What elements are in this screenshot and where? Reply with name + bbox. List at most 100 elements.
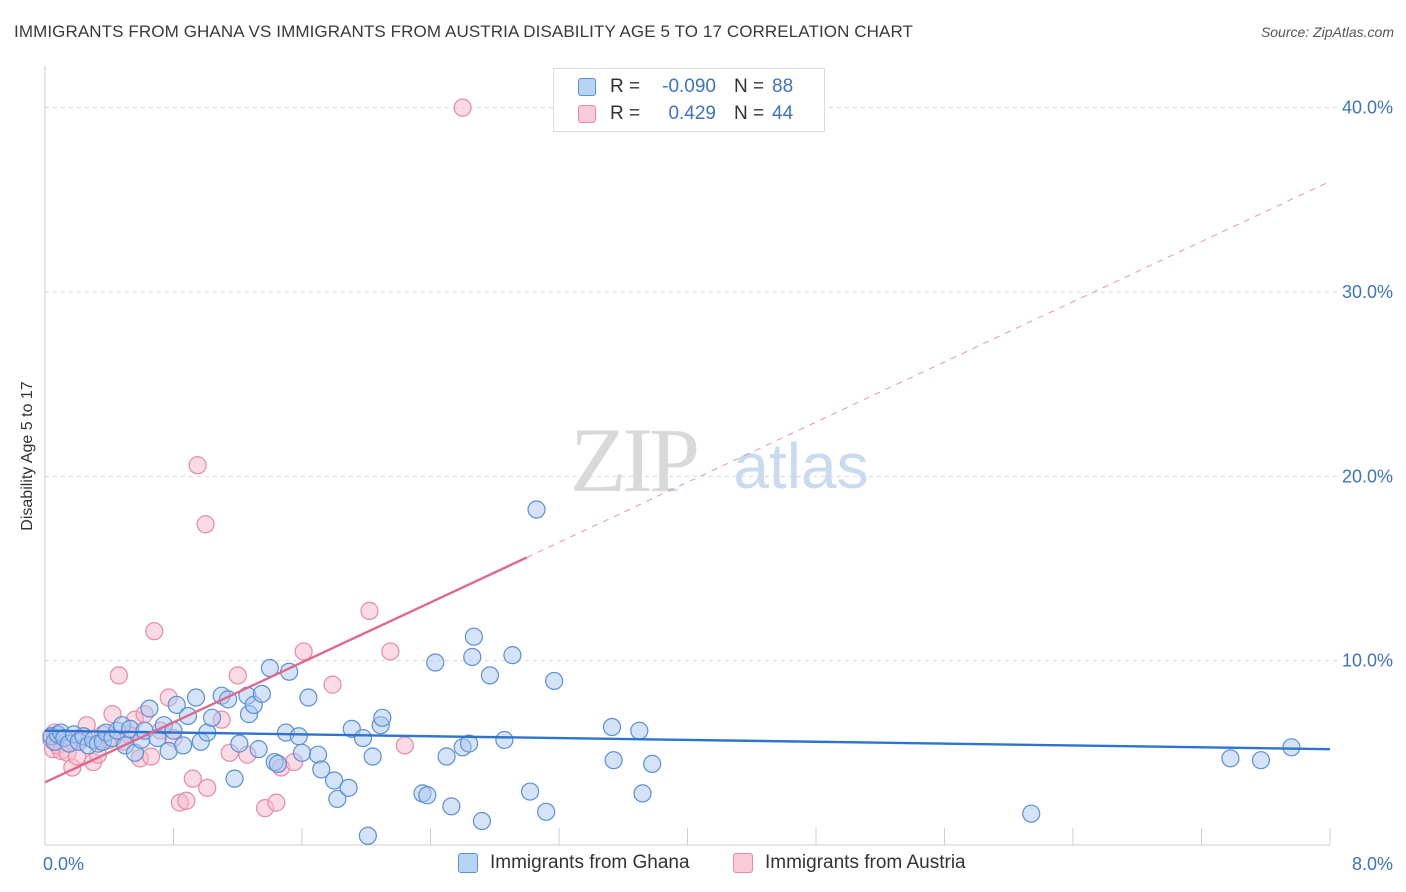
austria-trend-line bbox=[44, 556, 528, 784]
ghana-point bbox=[1282, 738, 1301, 757]
ghana-point bbox=[437, 747, 456, 766]
grid-layer bbox=[45, 107, 1338, 662]
austria-point bbox=[109, 666, 128, 685]
austria-point bbox=[177, 791, 196, 810]
ghana-point bbox=[545, 671, 564, 691]
ghana-point bbox=[328, 789, 347, 809]
austria-point bbox=[453, 98, 472, 117]
legend-item-austria: Immigrants from Austria bbox=[733, 852, 966, 874]
stats-legend: R = -0.090 N = 88 R = 0.429 N = 44 bbox=[553, 68, 825, 132]
ghana-point bbox=[459, 734, 479, 753]
ghana-point bbox=[520, 782, 540, 801]
legend-swatch-austria bbox=[733, 853, 753, 873]
austria-point bbox=[141, 747, 161, 766]
ghana-point bbox=[426, 653, 445, 672]
ghana-point bbox=[464, 627, 483, 646]
chart-title: IMMIGRANTS FROM GHANA VS IMMIGRANTS FROM… bbox=[14, 22, 914, 41]
ghana-point bbox=[202, 708, 222, 727]
ghana-point bbox=[643, 754, 662, 773]
legend-label-austria: Immigrants from Austria bbox=[765, 852, 966, 873]
ghana-point bbox=[442, 797, 461, 816]
series-legend: Immigrants from Ghana Immigrants from Au… bbox=[0, 852, 1406, 876]
ghana-point bbox=[495, 730, 514, 750]
y-tick-label: 10.0% bbox=[1342, 651, 1393, 671]
tick-labels: 10.0% 20.0% 30.0% 40.0% 0.0% 8.0% bbox=[43, 98, 1393, 874]
ghana-point bbox=[633, 784, 652, 803]
ghana-point bbox=[230, 734, 249, 753]
ghana-point bbox=[630, 721, 649, 740]
ghana-point bbox=[1221, 749, 1240, 768]
y-tick-label: 40.0% bbox=[1342, 98, 1393, 118]
x-tick-label-min: 0.0% bbox=[43, 854, 84, 874]
austria-point bbox=[381, 642, 400, 661]
n-label: N = bbox=[734, 76, 765, 97]
austria-trend-extension bbox=[526, 180, 1331, 558]
austria-point bbox=[228, 666, 247, 685]
r-label: R = bbox=[610, 103, 641, 124]
ghana-point bbox=[472, 811, 491, 831]
watermark-zip: ZIP bbox=[570, 409, 697, 511]
legend-item-ghana: Immigrants from Ghana bbox=[458, 852, 690, 874]
r-label: R = bbox=[610, 76, 641, 97]
trend-lines bbox=[44, 180, 1331, 784]
ghana-point bbox=[140, 699, 159, 718]
austria-point bbox=[267, 793, 286, 812]
ghana-points bbox=[42, 500, 1301, 845]
legend-swatch-ghana bbox=[578, 78, 596, 96]
axis-layer bbox=[44, 66, 1331, 846]
austria-point bbox=[395, 736, 414, 755]
stats-row-ghana: R = -0.090 N = 88 bbox=[578, 75, 793, 99]
ghana-point bbox=[268, 754, 288, 773]
ghana-point bbox=[353, 728, 373, 748]
ghana-point bbox=[186, 688, 206, 707]
austria-point bbox=[145, 622, 164, 641]
ghana-point bbox=[325, 771, 344, 790]
n-value-ghana: 88 bbox=[772, 76, 794, 97]
x-tick-label-max: 8.0% bbox=[1352, 854, 1393, 874]
ghana-point bbox=[308, 745, 328, 764]
r-value-austria: 0.429 bbox=[668, 103, 716, 124]
source-label: Source: ZipAtlas.com bbox=[1260, 24, 1394, 40]
ghana-point bbox=[299, 688, 318, 707]
ghana-trend-line bbox=[44, 729, 1331, 751]
ghana-point bbox=[463, 647, 482, 667]
ghana-point bbox=[1251, 751, 1271, 770]
n-label: N = bbox=[734, 103, 765, 124]
ghana-point bbox=[252, 684, 271, 703]
ghana-point bbox=[312, 760, 331, 779]
austria-point bbox=[188, 456, 207, 475]
ghana-point bbox=[537, 802, 556, 821]
ghana-point bbox=[339, 778, 358, 797]
legend-swatch-austria bbox=[578, 105, 596, 123]
ghana-point bbox=[503, 646, 522, 665]
ghana-point bbox=[225, 769, 244, 788]
ghana-point bbox=[249, 740, 268, 759]
ghana-point bbox=[527, 500, 546, 519]
ghana-point bbox=[174, 736, 193, 755]
r-value-ghana: -0.090 bbox=[662, 76, 716, 97]
legend-label-ghana: Immigrants from Ghana bbox=[490, 852, 690, 873]
ghana-point bbox=[358, 826, 377, 845]
ghana-point bbox=[1022, 804, 1041, 823]
y-tick-label: 30.0% bbox=[1342, 282, 1393, 302]
austria-point bbox=[183, 769, 202, 788]
y-tick-label: 20.0% bbox=[1342, 466, 1393, 486]
austria-point bbox=[294, 642, 313, 661]
ghana-point bbox=[167, 695, 186, 715]
ghana-point bbox=[363, 747, 382, 766]
ghana-point bbox=[289, 727, 308, 746]
watermark-atlas: atlas bbox=[733, 430, 868, 502]
ghana-point bbox=[418, 786, 437, 805]
austria-point bbox=[198, 778, 217, 797]
n-value-austria: 44 bbox=[772, 103, 794, 124]
ghana-point bbox=[480, 666, 500, 685]
ghana-point bbox=[292, 743, 312, 762]
stats-row-austria: R = 0.429 N = 44 bbox=[578, 102, 793, 126]
austria-point bbox=[323, 675, 342, 694]
ghana-point bbox=[604, 751, 623, 770]
ghana-point bbox=[602, 717, 622, 737]
watermark: ZIP atlas bbox=[570, 409, 869, 511]
legend-swatch-ghana bbox=[458, 853, 478, 873]
austria-point bbox=[360, 601, 379, 620]
